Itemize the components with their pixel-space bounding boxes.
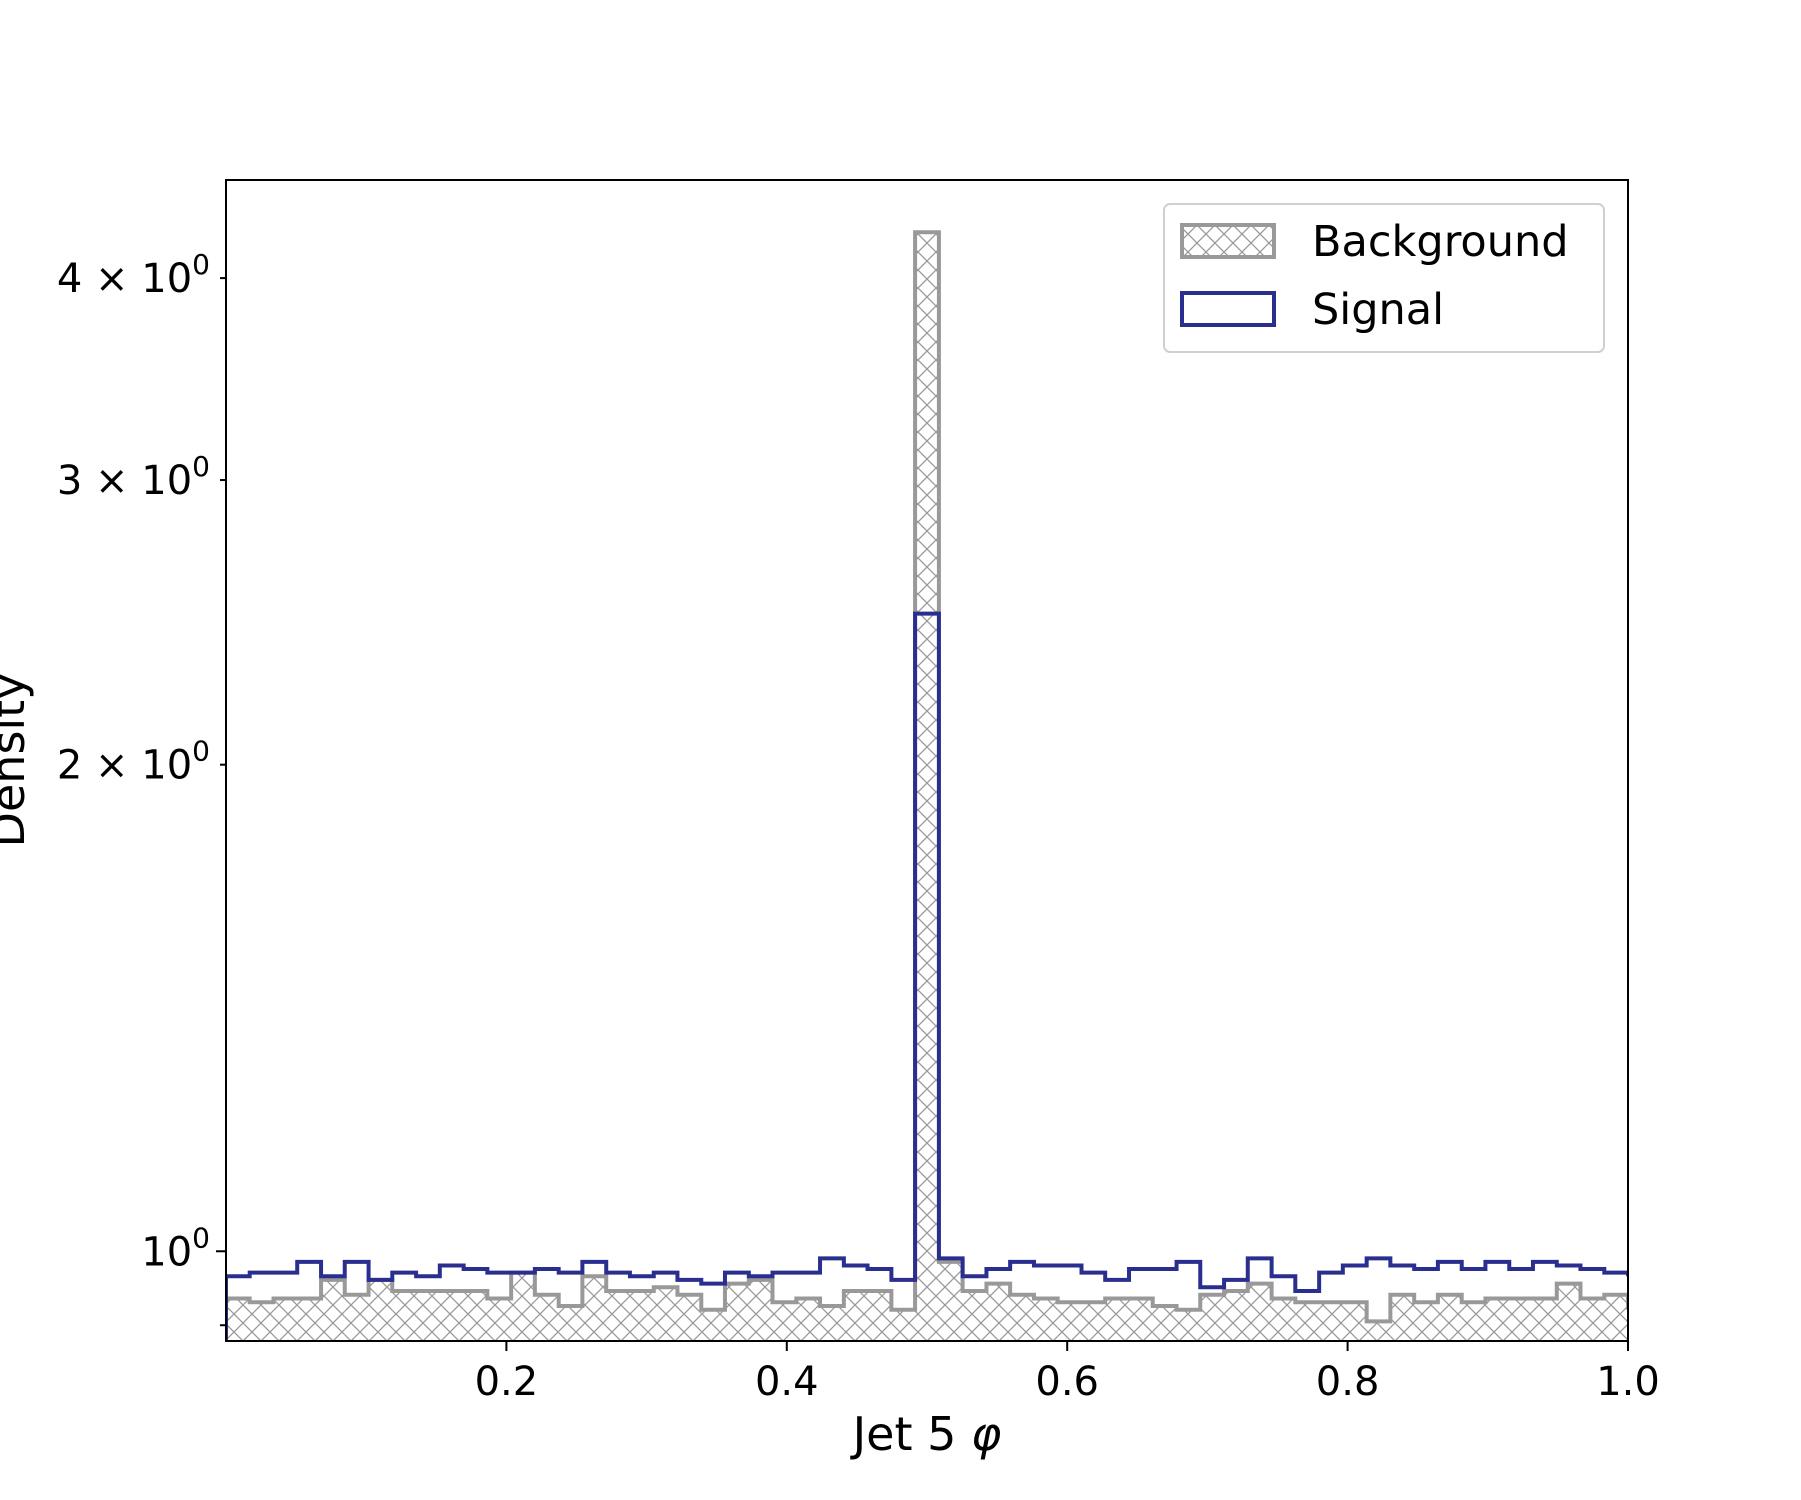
y-axis-label: Density [0, 673, 35, 848]
signal-step-outline [226, 611, 1628, 1341]
x-tick-label-4: 1.0 [1596, 1359, 1660, 1405]
legend-label-signal: Signal [1312, 285, 1444, 335]
background-bin-17 [629, 1290, 654, 1341]
background-bin-7 [392, 1290, 417, 1341]
background-bin-37 [1105, 1298, 1130, 1341]
background-bin-15 [582, 1276, 607, 1341]
background-bin-25 [820, 1305, 844, 1341]
background-bin-32 [986, 1283, 1011, 1341]
background-bin-45 [1295, 1302, 1320, 1341]
y-tick-label-minor-1: 3 × 100 [57, 450, 210, 504]
background-bin-0 [226, 1298, 250, 1341]
background-bin-34 [1033, 1298, 1058, 1341]
background-bin-56 [1556, 1283, 1581, 1341]
background-bin-36 [1081, 1302, 1106, 1341]
x-axis-ticks: 0.2 0.4 0.6 0.8 1.0 [475, 1341, 1660, 1405]
background-bin-52 [1461, 1302, 1486, 1341]
x-tick-label-3: 0.8 [1316, 1359, 1380, 1405]
series-background [226, 230, 1628, 1341]
background-bin-51 [1437, 1294, 1462, 1341]
background-bin-28 [891, 1309, 916, 1341]
background-bin-27 [867, 1290, 892, 1341]
legend-swatch-signal [1180, 291, 1276, 327]
background-bin-30 [938, 1261, 963, 1341]
background-bin-50 [1414, 1302, 1438, 1341]
background-bin-38 [1129, 1298, 1153, 1341]
background-bin-20 [701, 1309, 725, 1341]
background-bin-16 [606, 1290, 630, 1341]
x-tick-label-2: 0.6 [1035, 1359, 1099, 1405]
background-bin-57 [1580, 1298, 1605, 1341]
x-axis-label: Jet 5 φ [850, 1407, 1002, 1461]
background-bin-2 [273, 1298, 298, 1341]
background-bin-19 [677, 1294, 702, 1341]
background-bin-9 [439, 1290, 464, 1341]
series-signal [226, 611, 1628, 1341]
y-tick-label-major-0: 100 [141, 1221, 210, 1275]
x-tick-label-1: 0.4 [755, 1359, 819, 1405]
background-bin-11 [487, 1298, 512, 1341]
legend: Background Signal [1163, 203, 1605, 353]
plot-frame [225, 179, 1629, 1342]
background-bin-44 [1271, 1298, 1296, 1341]
background-bin-23 [772, 1302, 797, 1341]
legend-label-background: Background [1312, 217, 1569, 267]
background-bin-41 [1200, 1294, 1225, 1341]
background-bin-54 [1509, 1298, 1533, 1341]
background-bin-47 [1342, 1302, 1367, 1341]
y-tick-label-minor-2: 4 × 100 [57, 248, 210, 302]
background-bin-29 [915, 232, 939, 1341]
background-bin-40 [1176, 1309, 1201, 1341]
background-bin-4 [321, 1279, 345, 1341]
background-bin-26 [843, 1290, 868, 1341]
background-bin-53 [1485, 1298, 1510, 1341]
y-axis-ticks: 100 2 × 100 3 × 100 4 × 100 [57, 248, 226, 1327]
background-bin-35 [1057, 1302, 1082, 1341]
background-bin-8 [416, 1290, 440, 1341]
legend-swatch-background [1180, 223, 1276, 259]
histogram-bins [226, 230, 1628, 1341]
background-bin-55 [1532, 1298, 1557, 1341]
background-bin-10 [463, 1290, 488, 1341]
background-bin-39 [1152, 1305, 1177, 1341]
x-tick-label-0: 0.2 [475, 1359, 539, 1405]
background-bin-1 [249, 1302, 274, 1341]
background-bin-18 [653, 1287, 678, 1341]
background-bin-49 [1390, 1294, 1415, 1341]
background-bin-13 [534, 1294, 559, 1341]
background-bin-43 [1247, 1283, 1272, 1341]
background-step-outline [226, 230, 1628, 1341]
background-bin-22 [748, 1279, 773, 1341]
background-bin-21 [724, 1283, 749, 1341]
background-bin-24 [796, 1298, 821, 1341]
background-bin-58 [1604, 1294, 1628, 1341]
background-bin-6 [368, 1279, 393, 1341]
background-bin-31 [962, 1290, 987, 1341]
background-bin-12 [511, 1272, 535, 1341]
background-bin-5 [344, 1294, 369, 1341]
background-bin-14 [558, 1305, 583, 1341]
background-bin-42 [1224, 1290, 1248, 1341]
background-bin-33 [1010, 1294, 1034, 1341]
background-bin-46 [1319, 1302, 1343, 1341]
background-bin-48 [1366, 1321, 1391, 1341]
background-bin-3 [297, 1298, 322, 1341]
y-tick-label-minor-0: 2 × 100 [57, 735, 210, 789]
